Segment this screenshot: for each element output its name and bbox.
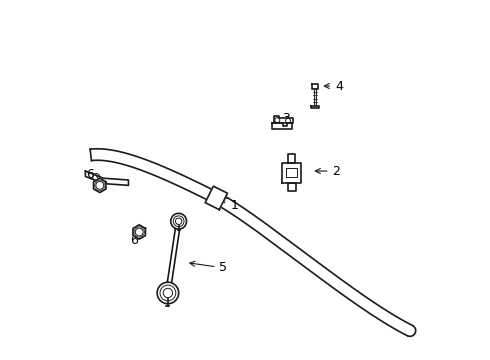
- Circle shape: [160, 285, 176, 301]
- Polygon shape: [289, 154, 295, 163]
- Circle shape: [173, 216, 184, 226]
- Polygon shape: [90, 149, 219, 203]
- Text: 2: 2: [316, 165, 341, 177]
- Polygon shape: [166, 221, 181, 293]
- Polygon shape: [288, 183, 295, 190]
- Polygon shape: [311, 106, 319, 108]
- Polygon shape: [272, 123, 292, 129]
- Text: 1: 1: [221, 198, 238, 212]
- Circle shape: [163, 288, 172, 298]
- Text: 5: 5: [190, 261, 227, 274]
- Polygon shape: [85, 171, 128, 185]
- Polygon shape: [205, 186, 227, 210]
- Polygon shape: [282, 163, 301, 183]
- Polygon shape: [274, 116, 294, 123]
- Text: 6: 6: [130, 230, 142, 247]
- Text: 6: 6: [86, 168, 99, 181]
- Text: 3: 3: [276, 112, 290, 125]
- Circle shape: [157, 282, 179, 304]
- Circle shape: [175, 218, 182, 225]
- Circle shape: [171, 213, 187, 229]
- Polygon shape: [133, 225, 146, 239]
- Polygon shape: [94, 178, 106, 193]
- Polygon shape: [312, 84, 318, 89]
- Text: 4: 4: [324, 80, 343, 93]
- Polygon shape: [214, 193, 413, 336]
